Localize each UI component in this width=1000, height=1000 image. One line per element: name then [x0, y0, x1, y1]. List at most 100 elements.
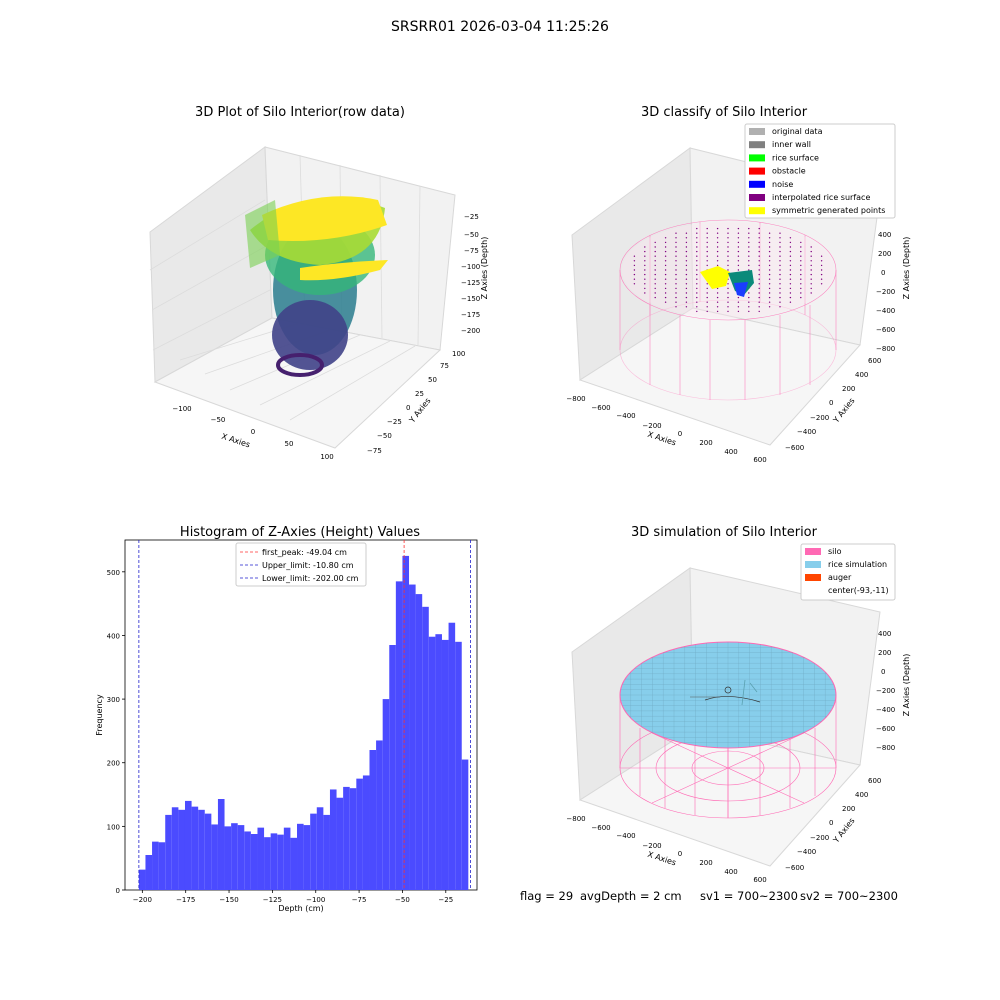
histogram-x-tick-label: −175 — [176, 896, 195, 904]
histogram-bar — [389, 645, 396, 890]
interpolated-point — [758, 237, 760, 239]
interpolated-point — [633, 273, 636, 276]
interpolated-point — [820, 255, 823, 257]
interpolated-point — [654, 269, 656, 271]
interpolated-point — [654, 255, 656, 257]
interpolated-point — [685, 301, 688, 303]
legend-label: noise — [772, 180, 793, 189]
panel-simulation-3d: 3D simulation of Silo Interior — [566, 525, 911, 884]
interpolated-point — [654, 283, 656, 285]
raw-z-tick: −100 — [461, 263, 480, 271]
interpolated-point — [800, 255, 802, 257]
interpolated-point — [727, 292, 729, 294]
interpolated-point — [768, 255, 771, 257]
interpolated-point — [789, 273, 792, 276]
interpolated-point — [737, 255, 740, 257]
interpolated-point — [800, 292, 802, 294]
raw-surface-cloud — [245, 196, 388, 377]
classify-z-tick: 0 — [881, 269, 885, 277]
interpolated-point — [675, 260, 677, 262]
interpolated-point — [758, 287, 760, 290]
histogram-bar — [343, 786, 350, 890]
interpolated-point — [758, 227, 760, 230]
sim-x-tick: −200 — [642, 842, 661, 850]
interpolated-point — [810, 246, 812, 248]
status-footer: flag = 29 avgDepth = 2 cm sv1 = 700~2300… — [520, 889, 898, 903]
interpolated-point — [748, 296, 750, 299]
histogram-y-label: Frequency — [95, 694, 104, 736]
legend-swatch — [805, 561, 821, 568]
interpolated-point — [664, 237, 667, 239]
interpolated-point — [800, 246, 802, 248]
interpolated-point — [789, 296, 792, 299]
interpolated-point — [675, 278, 677, 280]
interpolated-point — [706, 227, 708, 230]
interpolated-point — [716, 264, 719, 267]
interpolated-point — [748, 292, 750, 294]
panel-classify-title: 3D classify of Silo Interior — [641, 105, 808, 120]
interpolated-point — [696, 232, 698, 234]
interpolated-point — [654, 250, 656, 253]
interpolated-point — [716, 250, 719, 253]
interpolated-point — [706, 264, 708, 267]
interpolated-point — [696, 310, 698, 313]
interpolated-point — [789, 287, 792, 290]
sim-y-tick: −200 — [810, 834, 829, 842]
interpolated-point — [644, 278, 646, 280]
raw-y-tick: 50 — [428, 376, 437, 384]
interpolated-point — [779, 250, 781, 253]
sim-y-label: Y Axies — [831, 816, 857, 845]
interpolated-point — [768, 292, 771, 294]
interpolated-point — [654, 264, 656, 267]
histogram-bar — [369, 750, 377, 890]
interpolated-point — [748, 269, 750, 271]
classify-z-label: Z Axies (Depth) — [902, 237, 911, 300]
histogram-bar — [428, 636, 436, 890]
interpolated-point — [633, 264, 636, 267]
interpolated-point — [706, 237, 708, 239]
interpolated-point — [716, 260, 719, 262]
interpolated-point — [789, 278, 792, 280]
sim-z-tick: −400 — [876, 706, 895, 714]
raw-z-tick: −75 — [464, 247, 479, 255]
interpolated-point — [675, 306, 677, 308]
legend-swatch — [749, 154, 765, 162]
histogram-y-tick-label: 100 — [107, 823, 120, 831]
interpolated-point — [810, 273, 812, 276]
interpolated-point — [820, 273, 823, 276]
interpolated-point — [664, 250, 667, 253]
interpolated-point — [768, 287, 771, 290]
sim-z-tick: 0 — [881, 668, 885, 676]
interpolated-point — [737, 237, 740, 239]
raw-z-tick: −125 — [461, 279, 480, 287]
interpolated-point — [685, 287, 688, 290]
interpolated-point — [727, 260, 729, 262]
panel-raw-title: 3D Plot of Silo Interior(row data) — [195, 105, 405, 120]
interpolated-point — [664, 255, 667, 257]
histogram-bar — [362, 775, 370, 890]
interpolated-point — [696, 283, 698, 285]
histogram-bar — [349, 788, 357, 890]
interpolated-point — [696, 296, 698, 299]
interpolated-point — [716, 255, 719, 257]
interpolated-point — [675, 232, 677, 234]
histogram-legend-label: first_peak: -49.04 cm — [262, 548, 347, 557]
interpolated-point — [654, 278, 656, 280]
legend-label: original data — [772, 127, 823, 136]
interpolated-point — [758, 292, 760, 294]
interpolated-point — [716, 232, 719, 234]
interpolated-point — [644, 250, 646, 253]
interpolated-point — [727, 246, 729, 248]
histogram-bar — [184, 800, 192, 890]
interpolated-point — [664, 246, 667, 248]
interpolated-point — [675, 287, 677, 290]
sim-y-tick: −600 — [785, 864, 804, 872]
raw-z-tick: −200 — [461, 327, 480, 335]
interpolated-point — [716, 287, 719, 290]
sim-z-tick: −600 — [876, 725, 895, 733]
interpolated-point — [727, 306, 729, 308]
interpolated-point — [644, 287, 646, 290]
histogram-bar — [415, 594, 423, 890]
interpolated-point — [779, 269, 781, 271]
sim-x-tick: −400 — [616, 832, 635, 840]
